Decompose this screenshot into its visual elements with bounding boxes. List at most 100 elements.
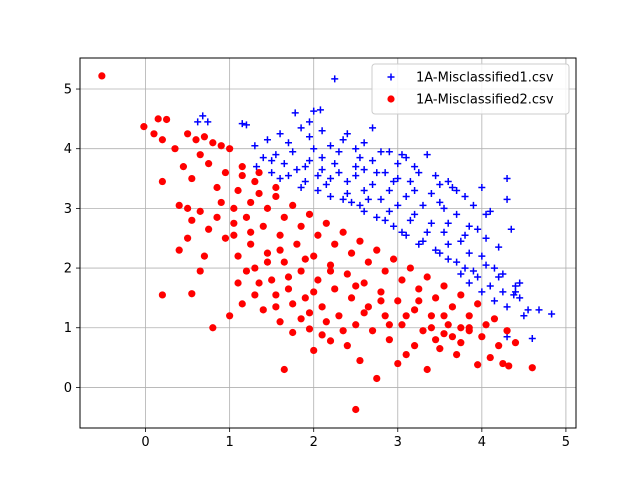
- data-point-circle: [419, 327, 427, 335]
- data-point-circle: [162, 115, 171, 124]
- data-point-plus: [381, 169, 389, 177]
- data-point-circle: [347, 294, 356, 302]
- data-point-plus: [369, 181, 377, 189]
- data-point-plus: [318, 154, 326, 162]
- data-point-plus: [394, 160, 402, 168]
- data-point-circle: [272, 291, 280, 299]
- data-point-circle: [184, 234, 192, 242]
- data-point-circle: [474, 361, 482, 369]
- data-point-plus: [453, 210, 461, 218]
- data-point-circle: [368, 327, 377, 335]
- data-point-circle: [217, 198, 225, 207]
- data-point-plus: [253, 163, 261, 171]
- legend-label: 1A-Misclassified2.csv: [416, 93, 554, 108]
- data-point-plus: [482, 210, 490, 218]
- data-point-circle: [486, 353, 494, 362]
- data-point-plus: [415, 169, 423, 177]
- data-point-plus: [486, 282, 494, 290]
- data-point-plus: [402, 192, 410, 200]
- data-point-circle: [389, 255, 398, 263]
- data-point-plus: [548, 310, 556, 318]
- data-point-circle: [238, 171, 246, 180]
- y-tick-label: 5: [64, 83, 72, 98]
- data-point-circle: [440, 312, 448, 320]
- data-point-circle: [423, 365, 431, 374]
- data-point-plus: [343, 189, 351, 197]
- data-point-plus: [436, 249, 444, 257]
- data-point-plus: [520, 312, 528, 320]
- data-point-circle: [385, 336, 393, 344]
- data-point-plus: [394, 175, 402, 183]
- data-point-circle: [272, 303, 280, 311]
- data-point-circle: [140, 123, 148, 131]
- data-point-plus: [390, 178, 398, 186]
- data-point-circle: [381, 312, 389, 320]
- data-point-plus: [251, 142, 259, 150]
- data-point-circle: [360, 279, 368, 287]
- data-point-circle: [448, 333, 457, 341]
- data-point-plus: [495, 243, 503, 251]
- data-point-circle: [406, 264, 414, 272]
- data-point-plus: [297, 184, 305, 191]
- data-point-plus: [398, 151, 406, 159]
- data-point-plus: [364, 195, 372, 203]
- data-point-circle: [158, 291, 166, 299]
- x-tick-label: 0: [141, 435, 149, 450]
- data-point-circle: [200, 133, 209, 141]
- data-point-circle: [213, 183, 221, 192]
- data-point-circle: [230, 204, 238, 212]
- series-1: [194, 75, 556, 342]
- data-point-plus: [339, 136, 347, 144]
- data-point-circle: [364, 258, 372, 266]
- ticks: 0 1 2 3 4 5 0 1 2 3 4 5: [64, 83, 570, 450]
- data-point-circle: [263, 204, 272, 212]
- data-point-circle: [499, 359, 507, 368]
- data-point-circle: [373, 246, 381, 254]
- data-point-plus: [524, 306, 532, 314]
- data-point-plus: [465, 222, 473, 230]
- data-point-plus: [284, 172, 292, 180]
- data-point-plus: [503, 333, 511, 341]
- data-point-circle: [297, 222, 305, 230]
- series-layer: [98, 72, 556, 414]
- data-point-circle: [305, 309, 314, 317]
- y-tick-label: 1: [64, 321, 72, 336]
- data-point-plus: [369, 157, 377, 165]
- data-point-circle: [352, 405, 360, 414]
- data-point-plus: [444, 255, 452, 263]
- data-point-plus: [356, 201, 364, 209]
- data-point-plus: [194, 118, 202, 126]
- data-point-plus: [486, 207, 494, 215]
- data-point-circle: [410, 342, 419, 350]
- data-point-plus: [390, 222, 398, 230]
- data-point-plus: [291, 109, 299, 117]
- data-point-plus: [474, 273, 482, 281]
- data-point-circle: [272, 183, 280, 192]
- legend-box: [371, 63, 570, 115]
- data-point-plus: [444, 178, 452, 186]
- data-point-circle: [482, 321, 490, 329]
- data-point-circle: [318, 303, 326, 311]
- data-point-circle: [339, 228, 347, 236]
- series-2: [98, 72, 536, 414]
- data-point-plus: [352, 163, 360, 171]
- data-point-circle: [326, 337, 335, 345]
- data-point-plus: [293, 166, 301, 174]
- data-point-plus: [335, 169, 343, 177]
- data-point-plus: [331, 75, 339, 83]
- data-point-plus: [301, 163, 309, 171]
- data-point-plus: [331, 160, 339, 168]
- data-point-circle: [251, 291, 259, 299]
- data-point-plus: [457, 237, 465, 245]
- data-point-plus: [482, 261, 490, 269]
- data-point-plus: [423, 151, 431, 159]
- data-point-circle: [259, 306, 267, 314]
- x-tick-label: 4: [478, 435, 486, 450]
- data-point-circle: [205, 160, 213, 168]
- data-point-circle: [188, 290, 196, 298]
- x-tick-label: 5: [562, 435, 570, 450]
- data-point-plus: [310, 107, 318, 115]
- data-point-plus: [427, 219, 435, 227]
- data-point-plus: [238, 120, 246, 128]
- legend-marker-plus: [387, 73, 395, 81]
